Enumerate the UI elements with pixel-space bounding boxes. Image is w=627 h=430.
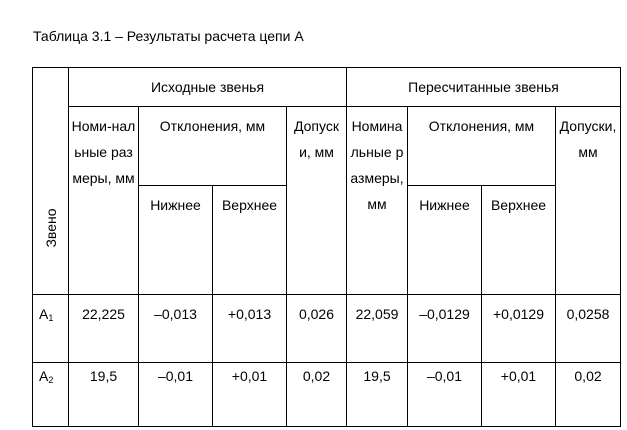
nominal-original-cell: 22,225	[68, 294, 139, 363]
tolerance-recalc-header: Допуски, мм	[554, 106, 622, 295]
upper-original-header: Верхнее	[212, 185, 287, 295]
tolerance-recalc-cell: 0,0258	[554, 294, 622, 363]
lower-recalc-cell: –0,01	[407, 362, 482, 427]
lower-recalc-cell: –0,0129	[407, 294, 482, 363]
deviations-original-header: Отклонения, мм	[138, 106, 287, 186]
header-row-groups: Звено Исходные звенья Пересчитанные звен…	[32, 67, 622, 295]
nominal-recalc-header: Номинальные размеры, мм	[346, 106, 408, 295]
nominal-original-header: Номи-нальные размеры, мм	[68, 106, 139, 295]
zveno-header-cell: Звено	[32, 67, 69, 295]
table-row: A2 19,5 –0,01 +0,01 0,02 19,5 –0,01 +0,0…	[32, 362, 622, 427]
lower-original-cell: –0,013	[138, 294, 213, 363]
link-label-cell: A2	[32, 362, 69, 427]
lower-recalc-header: Нижнее	[407, 185, 482, 295]
lower-original-cell: –0,01	[138, 362, 213, 427]
table-caption: Таблица 3.1 – Результаты расчета цепи А	[33, 28, 304, 44]
link-letter: A	[39, 368, 49, 384]
group-recalc-header: Пересчитанные звенья	[345, 67, 622, 107]
upper-recalc-header: Верхнее	[481, 185, 556, 295]
tolerance-original-header: Допуски, мм	[286, 106, 347, 295]
upper-original-cell: +0,01	[212, 362, 287, 427]
link-index: 2	[48, 375, 54, 385]
tolerance-original-cell: 0,02	[286, 362, 347, 427]
lower-original-header: Нижнее	[138, 185, 213, 295]
results-table: Звено Исходные звенья Пересчитанные звен…	[32, 67, 622, 427]
link-letter: A	[39, 306, 49, 322]
link-label-cell: A1	[32, 294, 69, 363]
zveno-header: Звено	[42, 208, 59, 248]
upper-original-cell: +0,013	[212, 294, 287, 363]
upper-recalc-cell: +0,01	[481, 362, 556, 427]
table-row: A1 22,225 –0,013 +0,013 0,026 22,059 –0,…	[32, 294, 622, 363]
nominal-recalc-cell: 22,059	[346, 294, 408, 363]
upper-recalc-cell: +0,0129	[481, 294, 556, 363]
group-original-header: Исходные звенья	[68, 67, 347, 107]
header-row-columns: Номи-нальные размеры, мм Отклонения, мм …	[33, 106, 622, 295]
tolerance-recalc-cell: 0,02	[554, 362, 622, 427]
tolerance-original-cell: 0,026	[286, 294, 347, 363]
header-row-subcolumns: Нижнее Верхнее Нижнее Верхнее	[33, 185, 621, 295]
nominal-original-cell: 19,5	[68, 362, 139, 427]
nominal-recalc-cell: 19,5	[346, 362, 408, 427]
link-index: 1	[48, 313, 54, 323]
deviations-recalc-header: Отклонения, мм	[407, 106, 556, 186]
